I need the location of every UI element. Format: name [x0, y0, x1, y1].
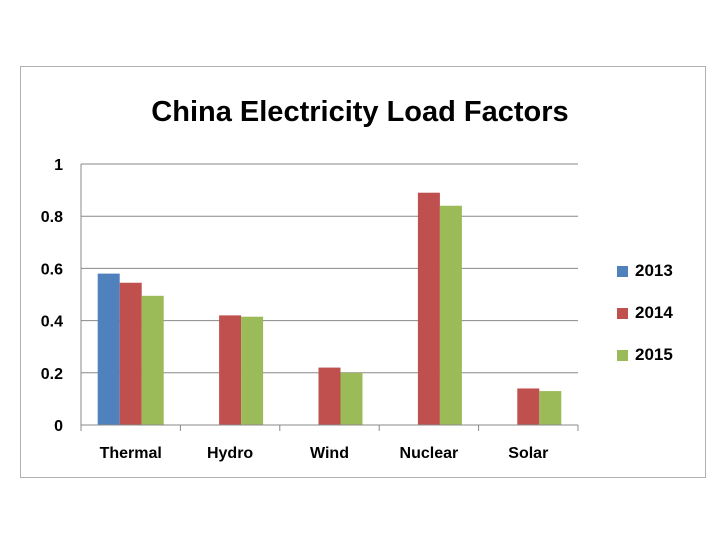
legend-label: 2013 — [635, 261, 673, 280]
x-tick-label: Solar — [508, 445, 548, 462]
bar-2015-thermal — [141, 295, 164, 425]
legend-swatch — [617, 265, 628, 277]
bar-2014-nuclear — [417, 192, 440, 425]
bar-2014-solar — [517, 388, 540, 425]
legend-item: 2013 — [617, 250, 673, 292]
bar-2014-wind — [318, 367, 341, 425]
legend: 2013 2014 2015 — [617, 250, 673, 376]
legend-label: 2014 — [635, 303, 673, 322]
y-tick-label: 0.8 — [41, 209, 63, 226]
grid-layer — [81, 163, 578, 374]
axis-layer — [80, 164, 579, 431]
legend-label: 2015 — [635, 345, 673, 364]
x-tick-label: Wind — [310, 445, 349, 462]
bar-2014-thermal — [119, 282, 142, 425]
legend-swatch — [617, 349, 628, 361]
y-tick-label: 0.6 — [41, 261, 63, 278]
bar-2013-thermal — [97, 273, 120, 425]
y-tick-label: 0 — [54, 418, 63, 435]
bar-2015-hydro — [241, 316, 264, 425]
x-tick-label: Thermal — [100, 445, 162, 462]
y-tick-label: 1 — [54, 157, 63, 174]
x-tick-label: Hydro — [207, 445, 253, 462]
legend-swatch — [617, 307, 628, 319]
legend-item: 2014 — [617, 292, 673, 334]
y-tick-label: 0.4 — [41, 314, 63, 331]
bar-layer — [97, 192, 562, 425]
bar-2014-hydro — [219, 315, 242, 425]
chart-title: China Electricity Load Factors — [151, 96, 569, 128]
label-layer: 0 0.2 0.4 0.6 0.8 1 Thermal Hydro Wind Nuclear Sol… — [41, 157, 549, 462]
bar-2015-nuclear — [439, 205, 462, 425]
legend-item: 2015 — [617, 334, 673, 376]
y-tick-label: 0.2 — [41, 366, 63, 383]
bar-2015-solar — [539, 391, 562, 425]
bar-2015-wind — [340, 372, 363, 425]
x-tick-label: Nuclear — [400, 445, 459, 462]
